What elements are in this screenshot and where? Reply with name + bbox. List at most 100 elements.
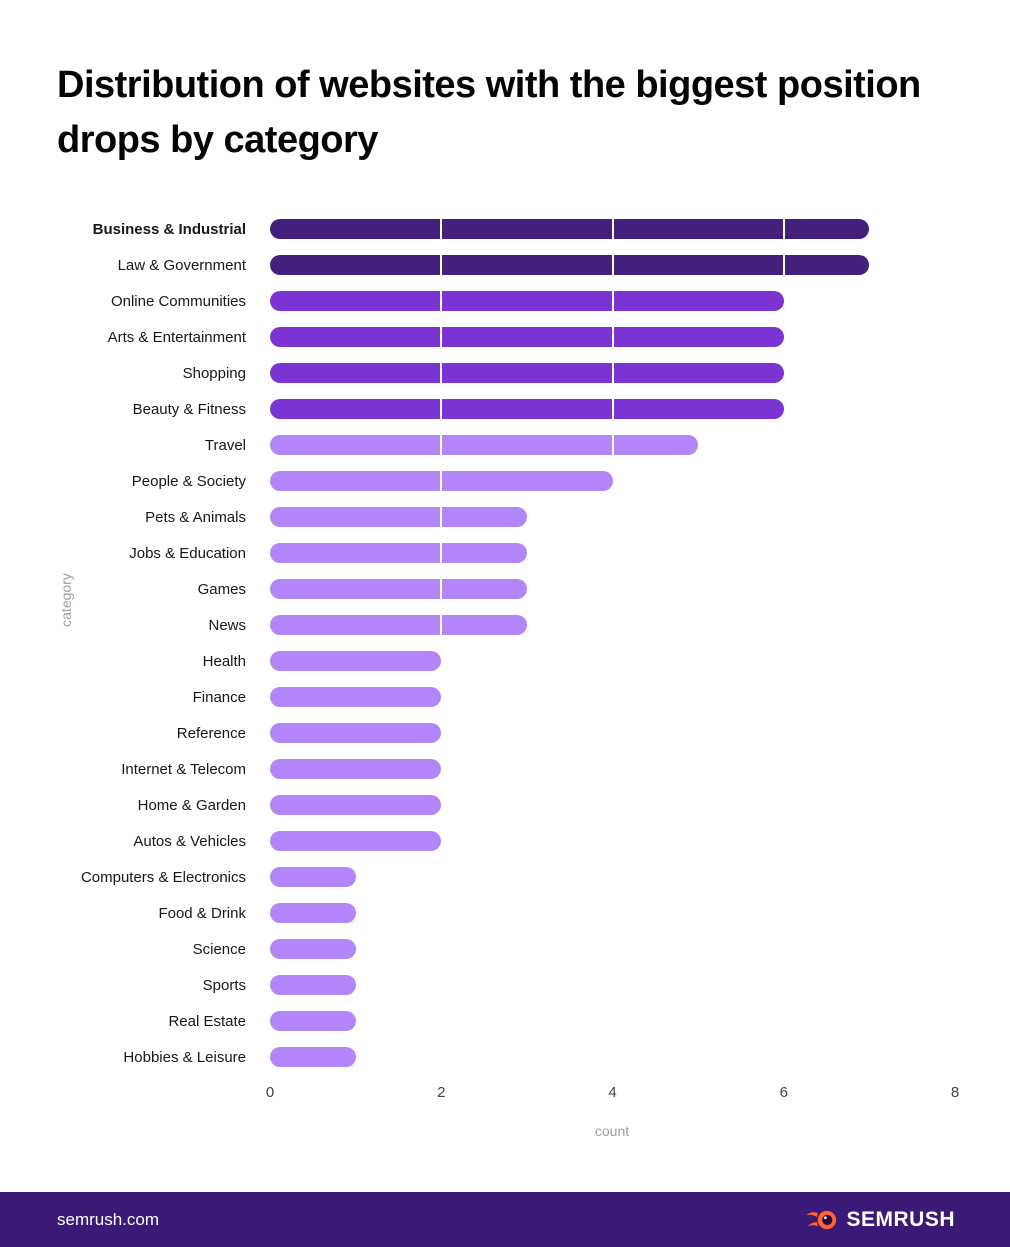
- chart-row: Autos & Vehicles: [0, 823, 1010, 859]
- bar: [270, 291, 784, 311]
- chart-rows: Business & Industrial Law & Government Onl…: [0, 211, 1010, 1075]
- gridline-segment: [440, 327, 443, 347]
- bar: [270, 1011, 356, 1031]
- category-label: Sports: [202, 976, 246, 994]
- bar: [270, 507, 527, 527]
- bar: [270, 939, 356, 959]
- footer-bar: semrush.com SEMRUSH: [0, 1192, 1010, 1247]
- bar: [270, 435, 699, 455]
- bar: [270, 219, 870, 239]
- category-label: Computers & Electronics: [80, 868, 246, 886]
- category-label: News: [208, 616, 246, 634]
- chart-row: Business & Industrial: [0, 211, 1010, 247]
- category-label: Online Communities: [110, 292, 246, 310]
- gridline-segment: [440, 507, 443, 527]
- category-label: Hobbies & Leisure: [123, 1048, 246, 1066]
- gridline-segment: [440, 219, 443, 239]
- bar: [270, 867, 356, 887]
- category-label: Finance: [192, 688, 246, 706]
- x-tick-label: 4: [608, 1084, 617, 1101]
- x-axis-label: count: [594, 1123, 630, 1139]
- category-label: Law & Government: [117, 256, 246, 274]
- chart-row: Arts & Entertainment: [0, 319, 1010, 355]
- bar: [270, 579, 527, 599]
- chart-row: Pets & Animals: [0, 499, 1010, 535]
- gridline-segment: [611, 327, 614, 347]
- gridline-segment: [440, 471, 443, 491]
- chart-row: Shopping: [0, 355, 1010, 391]
- category-label: Games: [197, 580, 246, 598]
- gridline-segment: [611, 435, 614, 455]
- gridline-segment: [611, 399, 614, 419]
- gridline-segment: [440, 363, 443, 383]
- category-label: Jobs & Education: [129, 544, 246, 562]
- bar: [270, 975, 356, 995]
- bar: [270, 363, 784, 383]
- gridline-segment: [440, 615, 443, 635]
- gridline-segment: [440, 291, 443, 311]
- gridline-segment: [611, 363, 614, 383]
- chart-row: Food & Drink: [0, 895, 1010, 931]
- bar: [270, 795, 442, 815]
- category-label: Autos & Vehicles: [133, 832, 246, 850]
- footer-site-url: semrush.com: [57, 1209, 160, 1229]
- category-label: Beauty & Fitness: [132, 400, 246, 418]
- bar: [270, 471, 613, 491]
- x-tick-label: 6: [779, 1084, 788, 1101]
- chart-row: Travel: [0, 427, 1010, 463]
- bar: [270, 831, 442, 851]
- category-label: Business & Industrial: [92, 220, 246, 238]
- category-label: People & Society: [131, 472, 246, 490]
- gridline-segment: [611, 219, 614, 239]
- x-axis: 0 2 4 6 8: [0, 1084, 1010, 1104]
- bar: [270, 903, 356, 923]
- bar: [270, 615, 527, 635]
- chart-row: Jobs & Education: [0, 535, 1010, 571]
- category-label: Internet & Telecom: [121, 760, 246, 778]
- chart-title: Distribution of websites with the bigges…: [57, 64, 921, 161]
- chart-row: Real Estate: [0, 1003, 1010, 1039]
- category-label: Home & Garden: [137, 796, 246, 814]
- category-label: Travel: [204, 436, 246, 454]
- semrush-logo: SEMRUSH: [806, 1208, 955, 1232]
- bar: [270, 651, 442, 671]
- bar: [270, 759, 442, 779]
- chart-row: People & Society: [0, 463, 1010, 499]
- chart-row: Hobbies & Leisure: [0, 1039, 1010, 1075]
- chart-row: Internet & Telecom: [0, 751, 1010, 787]
- gridline-segment: [611, 255, 614, 275]
- chart-row: Online Communities: [0, 283, 1010, 319]
- gridline-segment: [440, 435, 443, 455]
- category-label: Health: [202, 652, 246, 670]
- chart-row: Science: [0, 931, 1010, 967]
- gridline-segment: [440, 399, 443, 419]
- category-label: Arts & Entertainment: [107, 328, 246, 346]
- x-tick-label: 8: [950, 1084, 960, 1101]
- gridline-segment: [611, 291, 614, 311]
- bar: [270, 687, 442, 707]
- chart-row: Sports: [0, 967, 1010, 1003]
- bar: [270, 255, 870, 275]
- category-label: Science: [192, 940, 246, 958]
- category-label: Reference: [176, 724, 246, 742]
- bar: [270, 327, 784, 347]
- bar: [270, 1047, 356, 1067]
- gridline-segment: [782, 255, 785, 275]
- gridline-segment: [782, 219, 785, 239]
- category-label: Pets & Animals: [145, 508, 246, 526]
- gridline-segment: [440, 255, 443, 275]
- category-label: Shopping: [182, 364, 246, 382]
- chart-row: Health: [0, 643, 1010, 679]
- x-tick-label: 2: [437, 1084, 446, 1101]
- chart-row: Beauty & Fitness: [0, 391, 1010, 427]
- chart-row: Reference: [0, 715, 1010, 751]
- footer-brand-wordmark: SEMRUSH: [846, 1207, 955, 1231]
- gridline-segment: [440, 579, 443, 599]
- bar: [270, 399, 784, 419]
- chart-row: Computers & Electronics: [0, 859, 1010, 895]
- x-tick-label: 0: [265, 1084, 275, 1101]
- chart-row: Law & Government: [0, 247, 1010, 283]
- chart-row: Home & Garden: [0, 787, 1010, 823]
- bar: [270, 723, 442, 743]
